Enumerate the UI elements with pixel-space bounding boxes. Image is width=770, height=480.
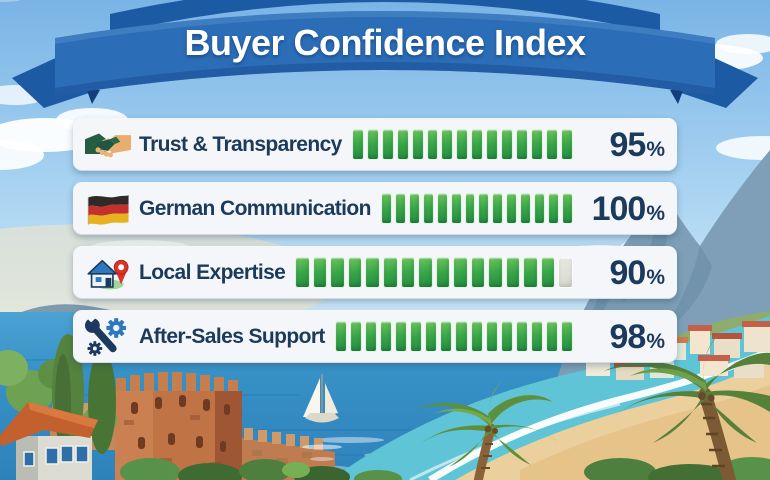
bar-segment-filled xyxy=(488,257,503,288)
bar-segment-filled xyxy=(312,257,328,288)
bar-segment-filled xyxy=(418,257,433,288)
progress-bar-aftersales xyxy=(334,321,574,352)
bar-segment-filled xyxy=(470,321,483,352)
metric-value: 100% xyxy=(591,189,665,228)
bar-segment-filled xyxy=(334,321,347,352)
metric-label: German Communication xyxy=(139,196,371,220)
metric-label: Trust & Transparency xyxy=(139,132,342,156)
bar-segment-filled xyxy=(380,193,392,224)
bar-segment-filled xyxy=(366,129,379,160)
metric-label: After-Sales Support xyxy=(139,324,325,348)
bar-segment-filled xyxy=(531,129,544,160)
bar-segment-filled xyxy=(456,129,469,160)
bar-segment-filled xyxy=(478,193,490,224)
bar-segment-filled xyxy=(453,257,468,288)
bar-segment-filled xyxy=(382,257,398,288)
bar-segment-filled xyxy=(492,193,504,224)
handshake-icon xyxy=(83,124,133,166)
house xyxy=(0,402,98,480)
bar-segment-filled xyxy=(351,129,364,160)
progress-bar-local xyxy=(295,257,573,288)
metric-row-local-expertise: Local Expertise 90% xyxy=(73,246,677,299)
bar-segment-filled xyxy=(540,257,556,288)
bar-segment-filled xyxy=(440,321,453,352)
metric-value: 95% xyxy=(609,125,665,164)
bar-segment-filled xyxy=(470,257,486,288)
bar-segment-filled xyxy=(530,321,543,352)
bar-segment-filled xyxy=(441,129,454,160)
bar-segment-filled xyxy=(548,193,560,224)
bar-segment-filled xyxy=(436,193,448,224)
german-flag-icon xyxy=(83,188,133,230)
bar-segment-filled xyxy=(426,129,439,160)
bar-segment-filled xyxy=(408,193,420,224)
bar-segment-filled xyxy=(545,321,558,352)
bar-segment-filled xyxy=(455,321,468,352)
metric-value: 90% xyxy=(609,253,665,292)
bar-segment-filled xyxy=(546,129,559,160)
progress-bar-german xyxy=(380,193,573,224)
bushes xyxy=(120,457,770,480)
bar-segment-filled xyxy=(523,257,538,288)
tower-windows xyxy=(131,395,230,452)
bar-segment-filled xyxy=(365,257,380,288)
bar-segment-filled xyxy=(500,321,513,352)
wrench-gear-icon xyxy=(83,316,133,358)
metric-value: 98% xyxy=(609,317,665,356)
progress-bar-trust xyxy=(351,129,574,160)
bar-segment-filled xyxy=(410,321,423,352)
metric-label: Local Expertise xyxy=(139,260,286,284)
bar-segment-filled xyxy=(347,257,363,288)
bar-segment-filled xyxy=(534,193,546,224)
ribbon-fold-left xyxy=(86,88,100,104)
bar-segment-filled xyxy=(562,193,573,224)
bar-segment-filled xyxy=(396,129,409,160)
metric-row-german-communication: German Communication 100% xyxy=(73,182,677,235)
title-banner: Buyer Confidence Index xyxy=(0,0,770,110)
bar-segment-filled xyxy=(486,129,499,160)
bar-segment-filled xyxy=(505,257,521,288)
bar-segment-filled xyxy=(435,257,451,288)
bar-segment-filled xyxy=(485,321,498,352)
bar-segment-filled xyxy=(400,257,416,288)
page-title: Buyer Confidence Index xyxy=(184,22,586,63)
bar-segment-filled xyxy=(411,129,424,160)
ribbon-band-highlight xyxy=(55,11,715,44)
palm-tree-right xyxy=(604,333,770,480)
bar-segment-filled xyxy=(520,193,532,224)
bar-segment-filled xyxy=(349,321,362,352)
house-location-icon xyxy=(83,252,133,294)
bar-segment-empty xyxy=(558,257,573,288)
bar-segment-filled xyxy=(394,193,406,224)
bar-segment-filled xyxy=(381,129,394,160)
ribbon-fold-right xyxy=(670,88,684,104)
ribbon xyxy=(12,0,758,108)
ribbon-band-shadow xyxy=(55,62,715,96)
bar-segment-filled xyxy=(295,257,310,288)
bar-segment-filled xyxy=(464,193,476,224)
bar-segment-filled xyxy=(561,129,574,160)
palm-tree-center xyxy=(414,381,559,480)
bar-segment-filled xyxy=(330,257,345,288)
ribbon-back-arc xyxy=(110,0,660,34)
metric-row-trust-transparency: Trust & Transparency 95% xyxy=(73,118,677,171)
bar-segment-filled xyxy=(506,193,518,224)
metric-row-after-sales-support: After-Sales Support 98% xyxy=(73,310,677,363)
bar-segment-filled xyxy=(515,321,528,352)
bar-segment-filled xyxy=(560,321,574,352)
bar-segment-filled xyxy=(471,129,484,160)
bar-segment-filled xyxy=(380,321,393,352)
bar-segment-filled xyxy=(395,321,408,352)
bar-segment-filled xyxy=(422,193,434,224)
surf-line-2 xyxy=(409,402,621,480)
bar-segment-filled xyxy=(501,129,514,160)
bar-segment-filled xyxy=(425,321,438,352)
sailboat xyxy=(302,374,342,461)
bar-segment-filled xyxy=(364,321,378,352)
bar-segment-filled xyxy=(450,193,462,224)
bar-segment-filled xyxy=(516,129,529,160)
